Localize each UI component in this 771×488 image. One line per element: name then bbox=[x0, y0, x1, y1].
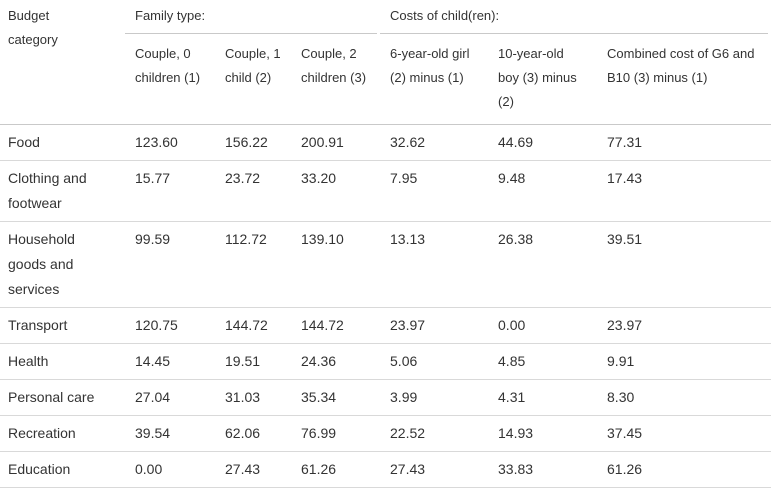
value-cell: 77.31 bbox=[597, 125, 771, 161]
column-header: 6-year-old girl (2) minus (1) bbox=[380, 34, 489, 125]
value-cell: 27.43 bbox=[215, 452, 291, 488]
column-header: 10-year-old boy (3) minus (2) bbox=[488, 34, 598, 125]
value-cell: 27.43 bbox=[380, 452, 489, 488]
group-label: Costs of child(ren): bbox=[380, 4, 769, 34]
value-cell: 32.62 bbox=[380, 125, 489, 161]
value-cell: 139.10 bbox=[291, 222, 381, 308]
value-cell: 23.97 bbox=[380, 308, 489, 344]
table-row: Transport 120.75 144.72 144.72 23.97 0.00 23.9… bbox=[0, 308, 771, 344]
value-cell: 33.83 bbox=[488, 452, 598, 488]
group-header-row: Budget category Family type: Costs of ch… bbox=[0, 0, 771, 125]
value-cell: 27.04 bbox=[125, 380, 215, 416]
category-cell: Household goods and services bbox=[0, 222, 125, 308]
value-cell: 39.54 bbox=[125, 416, 215, 452]
value-cell: 200.91 bbox=[291, 125, 381, 161]
group-header-costs-of-children: Costs of child(ren): bbox=[380, 0, 771, 34]
column-header: Couple, 0 children (1) bbox=[125, 34, 215, 125]
category-cell: Food bbox=[0, 125, 125, 161]
value-cell: 144.72 bbox=[215, 308, 291, 344]
value-cell: 76.99 bbox=[291, 416, 381, 452]
value-cell: 26.38 bbox=[488, 222, 598, 308]
value-cell: 144.72 bbox=[291, 308, 381, 344]
table-row: Recreation 39.54 62.06 76.99 22.52 14.93 37.45 bbox=[0, 416, 771, 452]
table-row: Health 14.45 19.51 24.36 5.06 4.85 9.91 bbox=[0, 344, 771, 380]
value-cell: 9.48 bbox=[488, 161, 598, 222]
value-cell: 9.91 bbox=[597, 344, 771, 380]
value-cell: 15.77 bbox=[125, 161, 215, 222]
value-cell: 4.31 bbox=[488, 380, 598, 416]
column-header-row: Couple, 0 children (1) Couple, 1 child (2… bbox=[0, 34, 771, 125]
value-cell: 14.45 bbox=[125, 344, 215, 380]
value-cell: 37.45 bbox=[597, 416, 771, 452]
table-row: Education 0.00 27.43 61.26 27.43 33.83 61.26 bbox=[0, 452, 771, 488]
value-cell: 61.26 bbox=[291, 452, 381, 488]
value-cell: 14.93 bbox=[488, 416, 598, 452]
category-cell: Transport bbox=[0, 308, 125, 344]
value-cell: 62.06 bbox=[215, 416, 291, 452]
value-cell: 123.60 bbox=[125, 125, 215, 161]
category-cell: Health bbox=[0, 344, 125, 380]
category-cell: Recreation bbox=[0, 416, 125, 452]
group-label: Family type: bbox=[125, 4, 378, 34]
value-cell: 39.51 bbox=[597, 222, 771, 308]
value-cell: 44.69 bbox=[488, 125, 598, 161]
value-cell: 22.52 bbox=[380, 416, 489, 452]
category-cell: Personal care bbox=[0, 380, 125, 416]
corner-header-budget-category: Budget category bbox=[0, 0, 125, 125]
value-cell: 156.22 bbox=[215, 125, 291, 161]
column-header: Combined cost of G6 and B10 (3) minus (1… bbox=[597, 34, 771, 125]
value-cell: 0.00 bbox=[488, 308, 598, 344]
value-cell: 31.03 bbox=[215, 380, 291, 416]
value-cell: 99.59 bbox=[125, 222, 215, 308]
value-cell: 23.97 bbox=[597, 308, 771, 344]
value-cell: 0.00 bbox=[125, 452, 215, 488]
value-cell: 24.36 bbox=[291, 344, 381, 380]
value-cell: 35.34 bbox=[291, 380, 381, 416]
value-cell: 7.95 bbox=[380, 161, 489, 222]
column-header: Couple, 2 children (3) bbox=[291, 34, 381, 125]
group-header-family-type: Family type: bbox=[125, 0, 380, 34]
value-cell: 5.06 bbox=[380, 344, 489, 380]
category-cell: Clothing and footwear bbox=[0, 161, 125, 222]
value-cell: 19.51 bbox=[215, 344, 291, 380]
table-row: Food 123.60 156.22 200.91 32.62 44.69 77.31 bbox=[0, 125, 771, 161]
value-cell: 4.85 bbox=[488, 344, 598, 380]
value-cell: 112.72 bbox=[215, 222, 291, 308]
value-cell: 61.26 bbox=[597, 452, 771, 488]
value-cell: 23.72 bbox=[215, 161, 291, 222]
value-cell: 3.99 bbox=[380, 380, 489, 416]
value-cell: 17.43 bbox=[597, 161, 771, 222]
category-cell: Education bbox=[0, 452, 125, 488]
value-cell: 33.20 bbox=[291, 161, 381, 222]
table-row: Household goods and services 99.59 112.72 1… bbox=[0, 222, 771, 308]
table-row: Personal care 27.04 31.03 35.34 3.99 4.31 8.30 bbox=[0, 380, 771, 416]
value-cell: 120.75 bbox=[125, 308, 215, 344]
value-cell: 8.30 bbox=[597, 380, 771, 416]
column-header: Couple, 1 child (2) bbox=[215, 34, 291, 125]
value-cell: 13.13 bbox=[380, 222, 489, 308]
table-row: Clothing and footwear 15.77 23.72 33.20 7.95… bbox=[0, 161, 771, 222]
